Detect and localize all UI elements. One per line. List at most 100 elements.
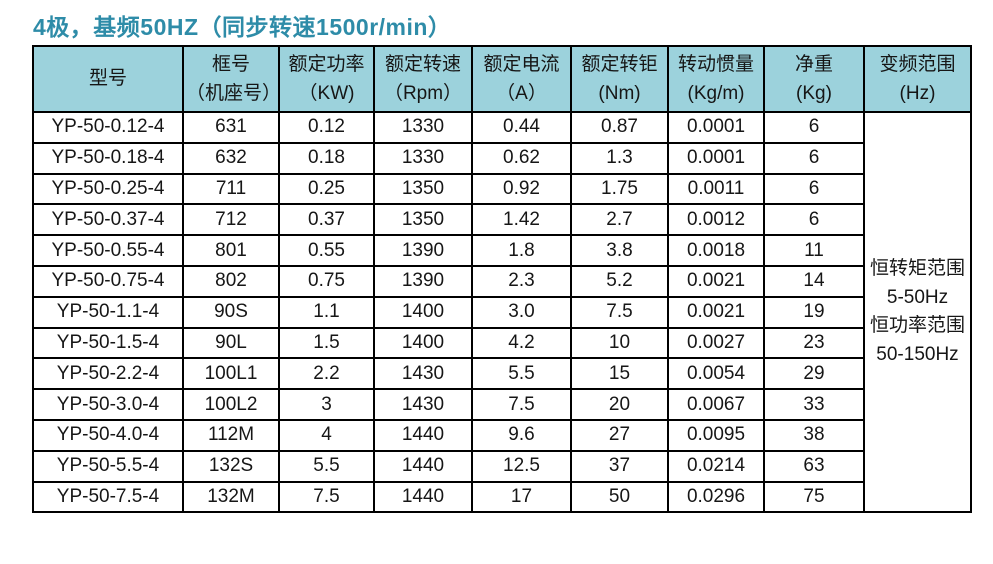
cell-rated-current: 1.8 [471, 234, 572, 267]
table-row: YP-50-0.37-4 712 0.37 1350 1.42 2.7 0.0012 6 [32, 203, 971, 237]
cell-inertia: 0.0021 [667, 295, 765, 329]
cell-rated-torque: 0.87 [570, 111, 669, 144]
cell-net-weight: 6 [763, 172, 865, 206]
cell-rated-speed: 1430 [373, 357, 473, 391]
cell-rated-torque: 5.2 [570, 264, 669, 298]
cell-model: YP-50-4.0-4 [32, 418, 184, 452]
motor-spec-table: 型号 框号 （机座号） 额定功率 （KW) 额定转速 （Rpm） 额定电流 [32, 45, 972, 514]
cell-model: YP-50-0.18-4 [32, 141, 184, 175]
cell-frame: 132M [182, 480, 280, 514]
table-row: YP-50-0.12-4 631 0.12 1330 0.44 0.87 0.0001 6 恒转… [32, 110, 972, 514]
header-rated-speed: 额定转速 （Rpm） [373, 45, 473, 113]
table-row: YP-50-4.0-4 112M 4 1440 9.6 27 0.0095 38 [32, 418, 971, 452]
cell-inertia: 0.0001 [667, 111, 765, 144]
cell-rated-current: 1.42 [471, 203, 572, 237]
cell-net-weight: 11 [763, 234, 865, 267]
header-frame-line1: 框号 [211, 53, 250, 75]
cell-model: YP-50-0.75-4 [32, 264, 184, 298]
cell-inertia: 0.0011 [667, 172, 765, 206]
cell-frame: 100L1 [182, 357, 280, 391]
table-row: YP-50-3.0-4 100L2 3 1430 7.5 20 0.0067 33 [32, 388, 971, 421]
header-rated-torque-line2: (Nm) [598, 83, 641, 104]
cell-model: YP-50-3.0-4 [32, 388, 184, 421]
cell-rated-torque: 27 [570, 418, 669, 452]
cell-rated-speed: 1440 [373, 418, 473, 452]
cell-net-weight: 6 [763, 111, 865, 144]
header-rated-current: 额定电流 （A） [471, 45, 572, 113]
cell-net-weight: 6 [763, 203, 865, 237]
header-rated-current-line1: 额定电流 [483, 53, 560, 75]
cell-net-weight: 23 [763, 326, 865, 360]
cell-rated-speed: 1400 [373, 295, 473, 329]
cell-rated-speed: 1350 [373, 203, 473, 237]
cell-model: YP-50-2.2-4 [32, 357, 184, 391]
header-rated-power-line1: 额定功率 [288, 53, 365, 75]
cell-rated-current: 5.5 [471, 357, 572, 391]
cell-model: YP-50-0.55-4 [32, 234, 184, 267]
table-row: YP-50-0.18-4 632 0.18 1330 0.62 1.3 0.0001 6 [32, 141, 971, 175]
cell-rated-power: 0.55 [278, 234, 375, 267]
header-row: 型号 框号 （机座号） 额定功率 （KW) 额定转速 （Rpm） 额定电流 [32, 45, 972, 113]
cell-rated-current: 17 [471, 480, 572, 514]
cell-model: YP-50-1.1-4 [32, 295, 184, 329]
table-row: YP-50-0.75-4 802 0.75 1390 2.3 5.2 0.0021 14 [32, 264, 971, 298]
cell-model: YP-50-0.25-4 [32, 172, 184, 206]
cell-rated-torque: 1.3 [570, 141, 669, 175]
cell-rated-power: 1.1 [278, 295, 375, 329]
header-rated-power-line2: （KW) [298, 83, 355, 104]
cell-rated-current: 2.3 [471, 264, 572, 298]
cell-inertia: 0.0012 [667, 203, 765, 237]
table-row: YP-50-7.5-4 132M 7.5 1440 17 50 0.0296 75 [32, 480, 971, 514]
cell-rated-power: 0.75 [278, 264, 375, 298]
cell-inertia: 0.0095 [667, 418, 765, 452]
cell-model: YP-50-0.37-4 [32, 203, 184, 237]
header-inertia-line2: (Kg/m) [687, 83, 745, 104]
cell-rated-speed: 1390 [373, 234, 473, 267]
cell-rated-torque: 10 [570, 326, 669, 360]
cell-rated-torque: 20 [570, 388, 669, 421]
freq-range-line: 50-150Hz [876, 343, 959, 365]
header-rated-torque-line1: 额定转钜 [581, 53, 658, 75]
cell-rated-speed: 1330 [373, 111, 473, 144]
cell-rated-power: 0.37 [278, 203, 375, 237]
cell-rated-current: 0.92 [471, 172, 572, 206]
header-freq-range-line1: 变频范围 [879, 53, 956, 75]
cell-frame: 631 [182, 111, 280, 144]
header-inertia: 转动惯量 (Kg/m) [667, 45, 765, 113]
cell-net-weight: 29 [763, 357, 865, 391]
cell-rated-speed: 1390 [373, 264, 473, 298]
cell-model: YP-50-5.5-4 [32, 449, 184, 483]
cell-net-weight: 38 [763, 418, 865, 452]
cell-rated-current: 7.5 [471, 388, 572, 421]
cell-rated-power: 7.5 [278, 480, 375, 514]
cell-net-weight: 63 [763, 449, 865, 483]
cell-frame: 132S [182, 449, 280, 483]
cell-rated-power: 2.2 [278, 357, 375, 391]
cell-net-weight: 19 [763, 295, 865, 329]
header-rated-current-line2: （A） [496, 83, 547, 104]
header-net-weight-line1: 净重 [794, 53, 833, 75]
cell-rated-current: 4.2 [471, 326, 572, 360]
cell-rated-current: 0.62 [471, 141, 572, 175]
header-inertia-line1: 转动惯量 [677, 53, 754, 75]
header-net-weight-line2: (Kg) [796, 83, 832, 104]
cell-model: YP-50-0.12-4 [32, 111, 184, 144]
cell-rated-speed: 1430 [373, 388, 473, 421]
cell-rated-current: 9.6 [471, 418, 572, 452]
cell-model: YP-50-1.5-4 [32, 326, 184, 360]
header-rated-power: 额定功率 （KW) [278, 45, 375, 113]
cell-rated-current: 12.5 [471, 449, 572, 483]
cell-frame: 712 [182, 203, 280, 237]
cell-rated-power: 0.18 [278, 141, 375, 175]
cell-rated-torque: 1.75 [570, 172, 669, 206]
header-net-weight: 净重 (Kg) [763, 45, 865, 113]
cell-inertia: 0.0296 [667, 480, 765, 514]
cell-inertia: 0.0027 [667, 326, 765, 360]
cell-frame: 90S [182, 295, 280, 329]
freq-range-merged-cell: 恒转矩范围 5-50Hz 恒功率范围 50-150Hz [863, 110, 972, 514]
header-rated-speed-line2: （Rpm） [383, 83, 463, 104]
cell-rated-torque: 15 [570, 357, 669, 391]
table-row: YP-50-2.2-4 100L1 2.2 1430 5.5 15 0.0054 29 [32, 357, 971, 391]
header-model-line1: 型号 [88, 68, 127, 90]
